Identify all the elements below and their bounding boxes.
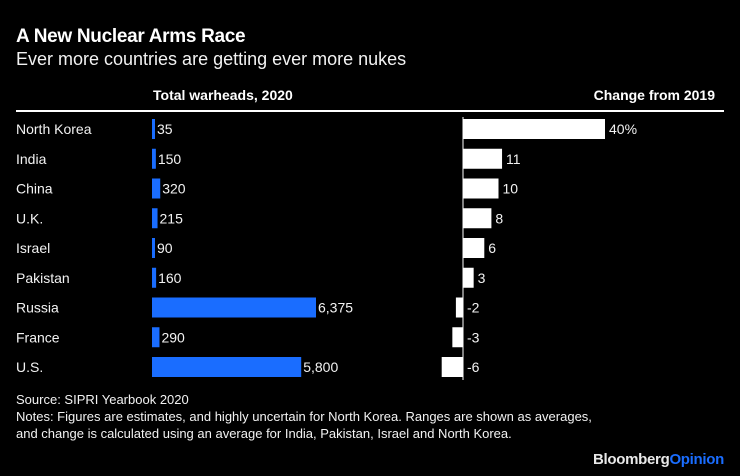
notes: Notes: Figures are estimates, and highly… <box>16 409 592 441</box>
change-value-label: -2 <box>467 300 480 316</box>
change-bar <box>441 357 463 377</box>
category-label: U.K. <box>16 210 43 226</box>
bloomberg-opinion-logo: BloombergOpinion <box>593 451 724 468</box>
change-bar <box>463 119 605 139</box>
change-value-label: 3 <box>478 270 486 286</box>
warheads-bar <box>152 238 155 258</box>
warheads-bar <box>152 327 160 348</box>
warheads-bar <box>152 178 161 199</box>
category-label: Russia <box>16 300 59 316</box>
warheads-bar <box>152 267 157 288</box>
warheads-value-label: 290 <box>161 329 185 345</box>
warheads-value-label: 150 <box>158 151 182 167</box>
change-bar <box>463 208 492 229</box>
change-value-label: 6 <box>488 240 496 256</box>
category-label: Pakistan <box>16 270 70 286</box>
chart-subtitle: Ever more countries are getting ever mor… <box>16 49 407 69</box>
brand-bloomberg: Bloomberg <box>592 451 670 468</box>
warheads-bar <box>152 148 156 169</box>
header-rule <box>16 110 724 112</box>
warheads-value-label: 90 <box>157 240 173 256</box>
change-value-label: -3 <box>467 329 480 345</box>
change-value-label: -6 <box>467 359 480 375</box>
warheads-value-label: 215 <box>160 210 184 226</box>
change-bar <box>463 178 499 199</box>
category-label: France <box>16 329 60 345</box>
category-label: Israel <box>16 240 50 256</box>
category-label: North Korea <box>16 121 92 137</box>
change-value-label: 40% <box>609 121 637 137</box>
panel-header-total-warheads: Total warheads, 2020 <box>153 87 293 103</box>
warheads-bar <box>152 297 316 318</box>
warheads-bar <box>152 119 155 139</box>
change-value-label: 8 <box>495 210 503 226</box>
change-bar <box>463 148 503 169</box>
brand-opinion: Opinion <box>669 451 724 468</box>
change-bar <box>452 327 463 348</box>
category-label: China <box>16 181 53 197</box>
warheads-value-label: 6,375 <box>318 300 353 316</box>
warheads-value-label: 35 <box>157 121 173 137</box>
category-label: India <box>16 151 47 167</box>
change-bar <box>455 297 463 318</box>
footer: Source: SIPRI Yearbook 2020 Notes: Figur… <box>16 391 616 442</box>
warheads-value-label: 320 <box>162 181 186 197</box>
source-note: Source: SIPRI Yearbook 2020 <box>16 392 189 407</box>
change-value-label: 11 <box>506 151 521 167</box>
chart-title: A New Nuclear Arms Race <box>16 26 246 47</box>
warheads-value-label: 160 <box>158 270 182 286</box>
panel-header-change: Change from 2019 <box>593 87 715 103</box>
change-bar <box>463 267 474 288</box>
change-bar <box>463 238 485 258</box>
category-label: U.S. <box>16 359 43 375</box>
change-value-label: 10 <box>503 181 519 197</box>
warheads-bar <box>152 357 302 377</box>
warheads-value-label: 5,800 <box>303 359 338 375</box>
warheads-bar <box>152 208 158 229</box>
